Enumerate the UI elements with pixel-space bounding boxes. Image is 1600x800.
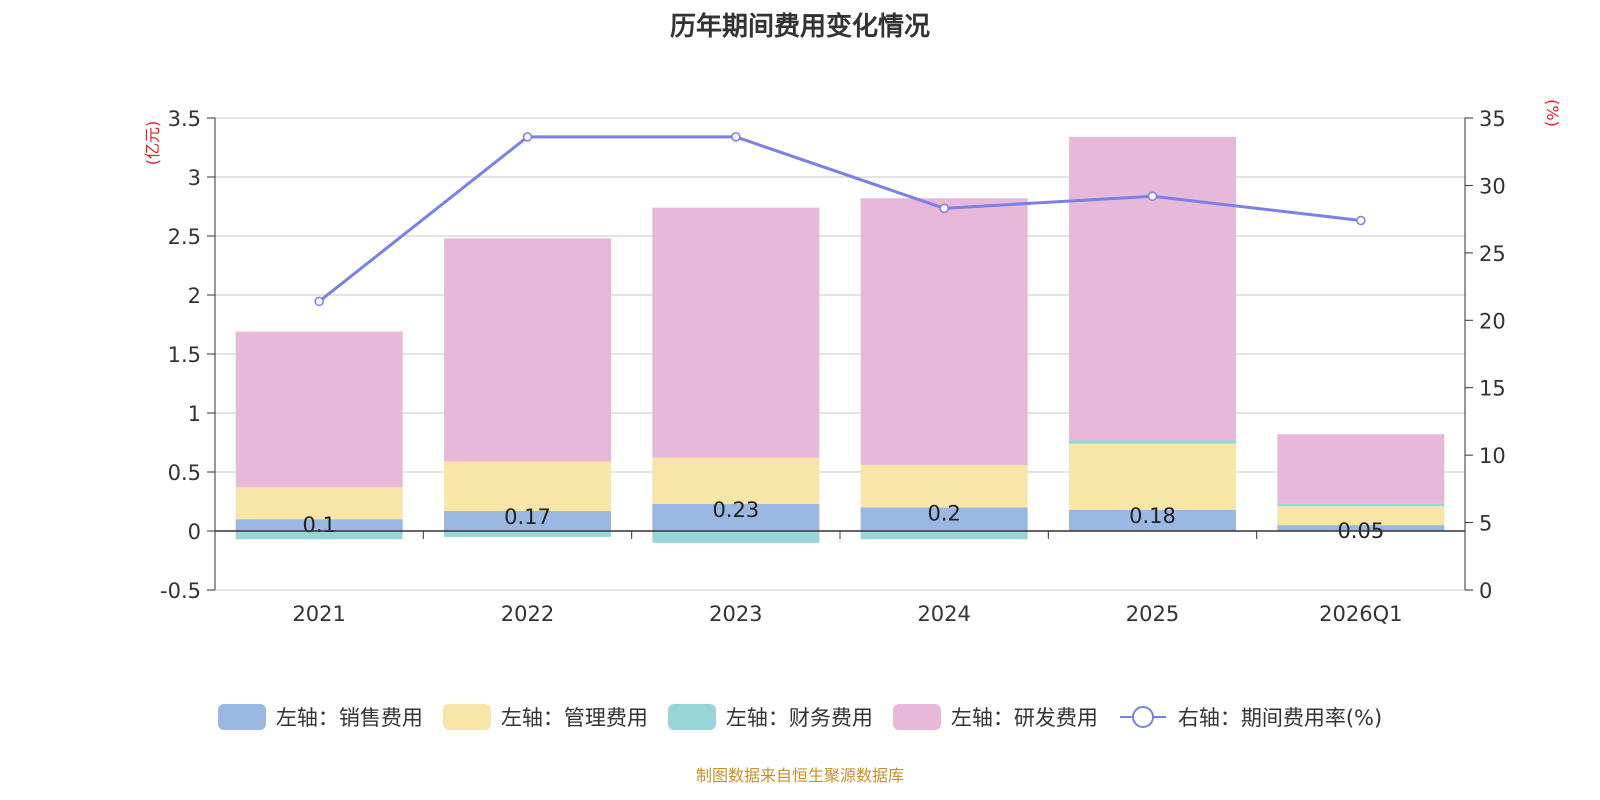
data-label: 0.1 — [302, 513, 335, 537]
bar-segment — [860, 198, 1028, 465]
data-labels: 0.1 0.17 0.23 0.2 0.180.05 — [302, 498, 1384, 543]
bar-segment — [444, 510, 611, 531]
bar-segment — [444, 531, 611, 537]
right-tick-label: 10 — [1479, 444, 1506, 468]
rate-point — [939, 203, 949, 214]
data-label: 0.17 — [504, 505, 551, 529]
bar-segment — [1277, 503, 1445, 507]
bar-segment — [1069, 136, 1236, 441]
legend-item-sales[interactable]: 左轴：销售费用 — [217, 702, 423, 732]
bar-segment — [235, 331, 403, 488]
left-tick-label: 3 — [188, 166, 201, 190]
left-tick-label: 3.5 — [168, 107, 201, 131]
legend-label-sales: 左轴：销售费用 — [275, 706, 423, 730]
legend-item-rnd[interactable]: 左轴：研发费用 — [892, 702, 1098, 732]
bar-segment — [1277, 506, 1445, 526]
bar-segment — [652, 531, 820, 543]
legend-swatch-finance — [667, 704, 716, 730]
bar-segment — [1277, 525, 1445, 531]
x-tick-label: 2021 — [292, 602, 345, 626]
legend-label-rnd: 左轴：研发费用 — [950, 706, 1098, 730]
data-label: 0.23 — [712, 498, 759, 522]
legend-swatch-rnd — [892, 704, 941, 730]
left-tick-label: 2 — [188, 284, 201, 308]
legend-swatch-sales — [217, 704, 266, 730]
right-tick-label: 20 — [1479, 309, 1506, 333]
bar-segment — [652, 503, 820, 531]
x-tick-label: 2025 — [1126, 602, 1179, 626]
bar-segment — [235, 531, 403, 540]
legend-swatch-rate-icon — [1119, 706, 1166, 728]
source-note: 制图数据来自恒生聚源数据库 — [695, 766, 904, 785]
left-tick-label: 2.5 — [168, 225, 201, 249]
right-tick-label: 35 — [1479, 107, 1506, 131]
legend-label-finance: 左轴：财务费用 — [725, 706, 873, 730]
data-label: 0.18 — [1129, 504, 1176, 528]
bar-segment — [444, 461, 611, 511]
right-tick-label: 15 — [1479, 377, 1506, 401]
left-tick-label: 1.5 — [168, 343, 201, 367]
right-axis-unit: (%) — [1543, 99, 1562, 127]
bar-segment — [1069, 440, 1236, 444]
axes: -0.500.511.522.533.505101520253035(亿元)(%… — [143, 99, 1562, 626]
left-axis-unit: (亿元) — [143, 121, 162, 166]
bar-segment — [860, 531, 1028, 540]
rate-point — [1356, 215, 1366, 226]
rate-point — [731, 132, 741, 142]
rate-point — [1147, 191, 1158, 201]
x-tick-label: 2023 — [709, 602, 762, 626]
rate-line-path — [318, 135, 1362, 303]
x-tick-label: 2026Q1 — [1319, 602, 1402, 626]
legend-item-finance[interactable]: 左轴：财务费用 — [667, 702, 873, 732]
bar-segment — [235, 519, 403, 531]
legend-swatch-admin — [442, 704, 491, 730]
rate-point — [314, 296, 324, 307]
legend-label-rate: 右轴：期间费用率(%) — [1177, 706, 1383, 730]
legend-label-admin: 左轴：管理费用 — [500, 706, 648, 730]
legend: 左轴：销售费用 左轴：管理费用 左轴：财务费用 左轴：研发费用 右轴：期间费用率… — [0, 702, 1600, 732]
legend-item-rate[interactable]: 右轴：期间费用率(%) — [1118, 702, 1382, 732]
right-tick-label: 30 — [1479, 174, 1506, 198]
chart-title: 历年期间费用变化情况 — [669, 12, 930, 42]
left-tick-label: 0.5 — [168, 461, 201, 485]
bar-segment — [235, 487, 403, 520]
left-tick-label: -0.5 — [160, 579, 201, 603]
left-tick-label: 0 — [188, 520, 201, 544]
bar-segment — [1069, 443, 1236, 510]
bar-segment — [1069, 509, 1236, 531]
rate-line — [314, 132, 1366, 307]
bar-segment — [444, 238, 611, 462]
data-label: 0.2 — [927, 501, 960, 525]
x-tick-label: 2024 — [917, 602, 970, 626]
bar-segment — [860, 464, 1028, 508]
legend-item-admin[interactable]: 左轴：管理费用 — [442, 702, 648, 732]
bar-segment — [860, 507, 1028, 531]
x-tick-label: 2022 — [501, 602, 554, 626]
left-tick-label: 1 — [188, 402, 201, 426]
right-tick-label: 5 — [1479, 512, 1492, 536]
right-tick-label: 0 — [1479, 579, 1492, 603]
bar-segment — [652, 207, 820, 458]
right-tick-label: 25 — [1479, 242, 1506, 266]
bars — [235, 136, 1445, 543]
bar-segment — [1277, 434, 1445, 504]
bar-segment — [652, 457, 820, 504]
rate-point — [522, 132, 533, 142]
